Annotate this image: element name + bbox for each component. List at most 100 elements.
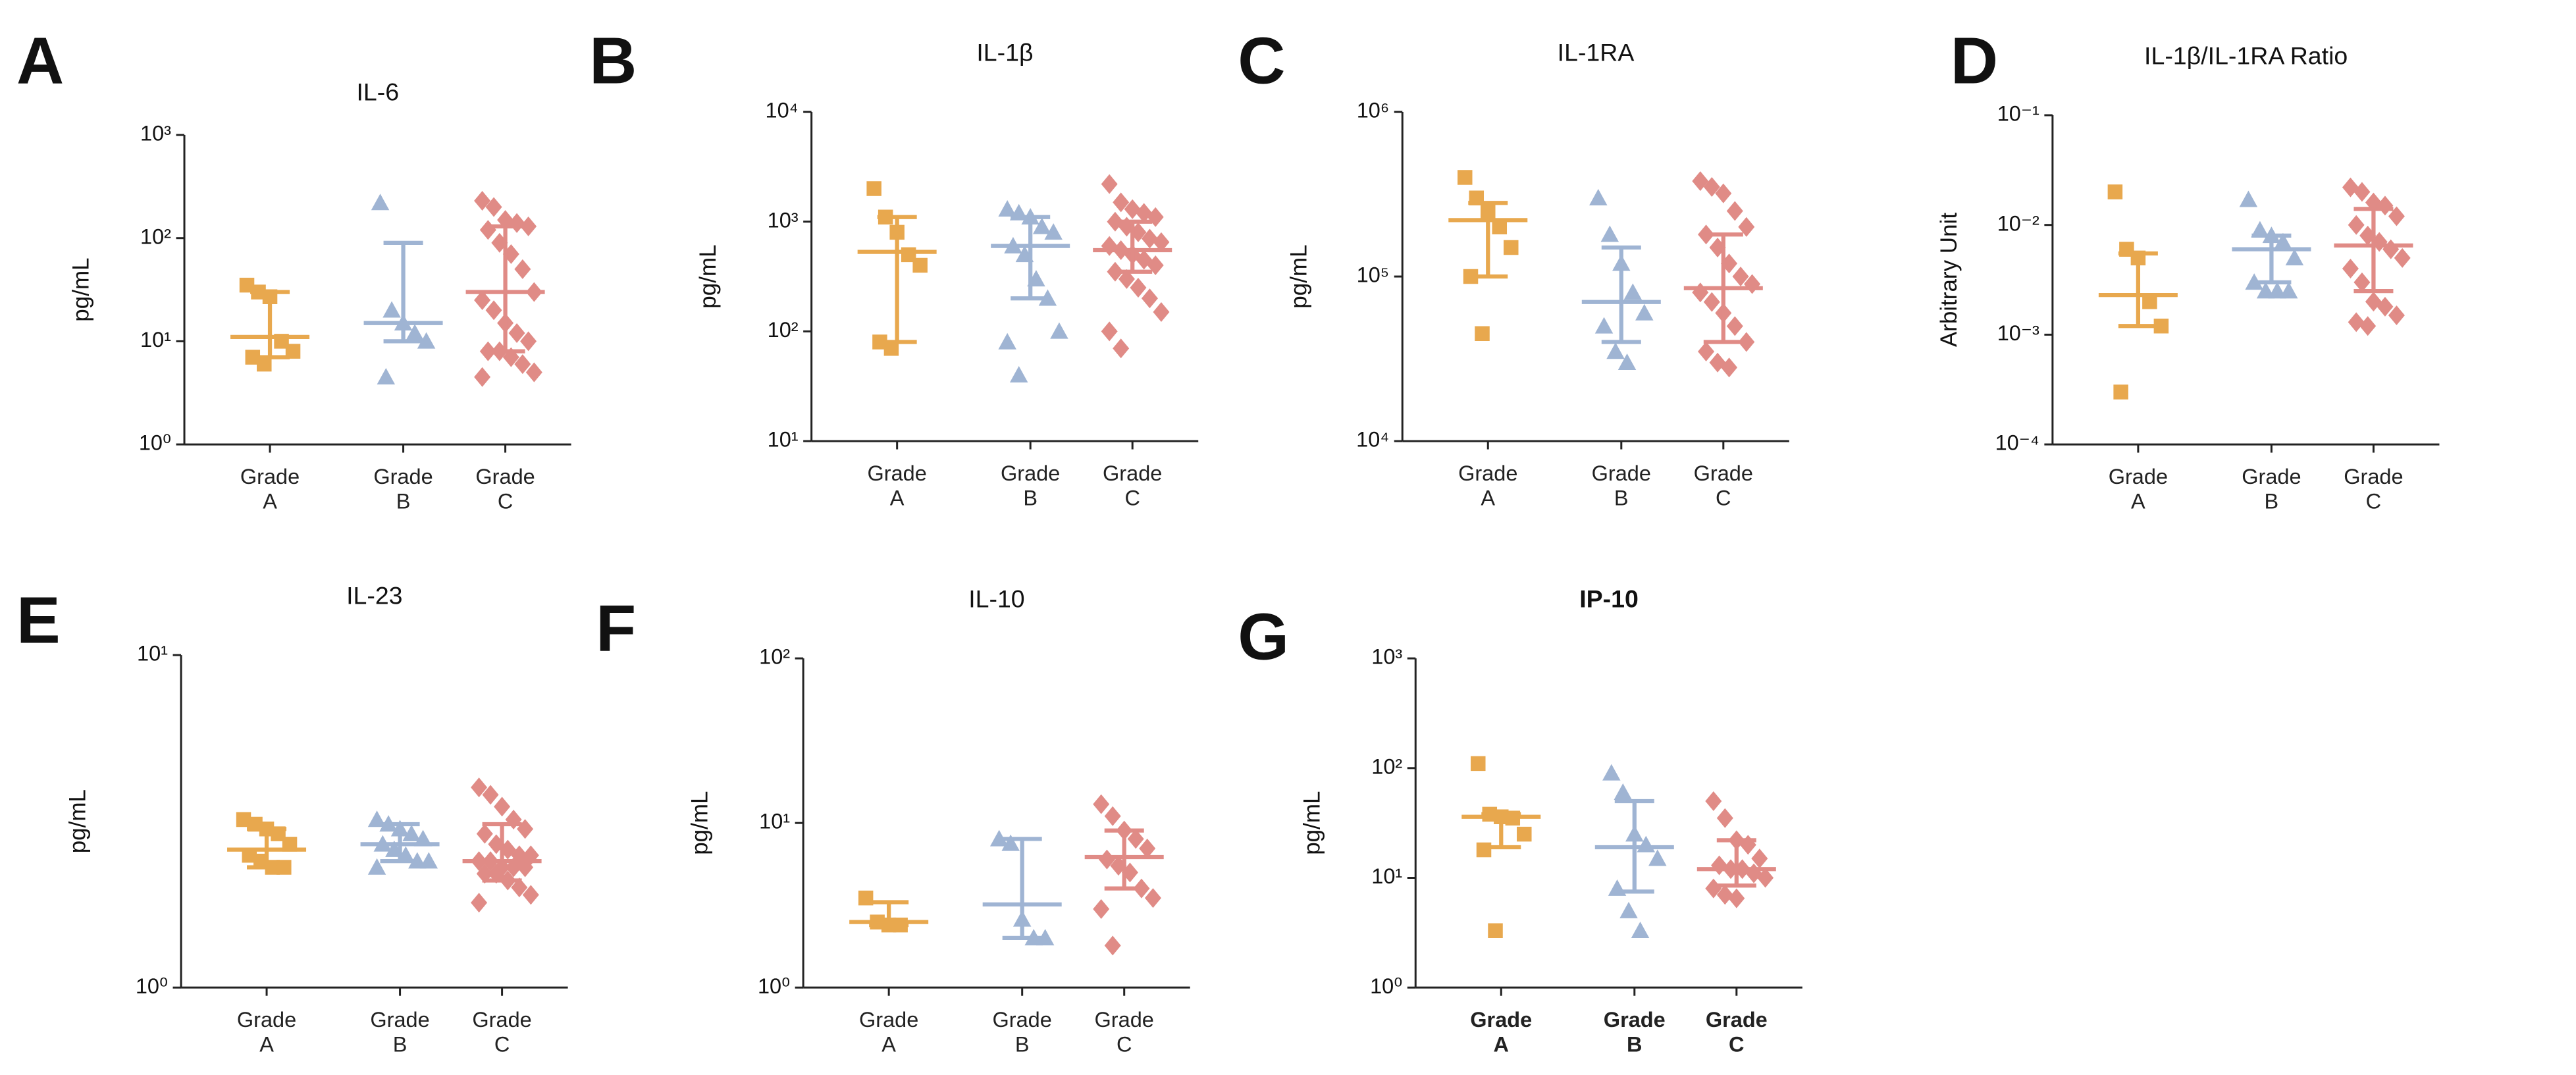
data-point <box>866 181 881 196</box>
y-tick-label: 10⁰ <box>136 974 168 998</box>
data-point <box>482 785 499 805</box>
data-point <box>1009 365 1028 382</box>
data-point <box>520 331 537 352</box>
panel-title: IL-10 <box>968 585 1024 613</box>
x-tick-label: Grade C <box>2344 464 2404 514</box>
data-point <box>1036 929 1055 946</box>
data-point <box>2348 312 2365 332</box>
data-point <box>1619 901 1638 918</box>
panel-label: E <box>16 584 61 658</box>
panel-label: F <box>596 592 636 666</box>
data-point <box>474 367 491 387</box>
x-tick-label: Grade A <box>858 1007 919 1057</box>
y-tick-label: 10² <box>1371 754 1402 778</box>
y-tick-label: 10⁰ <box>1370 974 1402 998</box>
data-point <box>1153 302 1170 323</box>
data-point <box>1101 321 1118 342</box>
data-point <box>1757 868 1774 888</box>
y-tick-label: 10³ <box>140 122 171 145</box>
panel-title: IP-10 <box>1579 585 1639 613</box>
y-tick-label: 10² <box>140 224 171 248</box>
data-point <box>998 199 1016 217</box>
y-tick-label: 10² <box>768 318 799 342</box>
data-point <box>1698 342 1715 362</box>
data-point <box>522 885 539 905</box>
y-axis-label: Arbitrary Unit <box>1936 213 1962 347</box>
data-point <box>1711 855 1728 876</box>
data-point <box>1104 806 1121 826</box>
data-point <box>1113 338 1130 359</box>
y-tick-label: 10⁵ <box>1357 263 1390 287</box>
y-tick-label: 10⁶ <box>1357 99 1390 122</box>
data-point <box>1602 764 1621 781</box>
panel-label: C <box>1238 24 1285 97</box>
data-point <box>1614 783 1633 800</box>
data-point <box>2268 282 2286 299</box>
data-point <box>1492 219 1508 235</box>
x-tick-label: Grade B <box>992 1007 1052 1057</box>
data-point <box>2279 282 2298 299</box>
data-point <box>474 290 491 311</box>
x-tick-label: Grade C <box>1094 1007 1154 1057</box>
data-point <box>471 893 488 913</box>
data-point <box>912 257 928 273</box>
data-point <box>1600 225 1619 242</box>
y-axis-label: pg/mL <box>1286 244 1311 308</box>
data-point <box>239 277 255 293</box>
panel-title: IL-1β/IL-1RA Ratio <box>2144 41 2348 69</box>
data-point <box>883 340 899 356</box>
data-point <box>1476 842 1492 858</box>
y-axis-label: pg/mL <box>695 244 721 308</box>
x-tick-label: Grade A <box>1458 461 1518 511</box>
y-tick-label: 10⁴ <box>766 99 799 122</box>
data-point <box>1093 794 1110 814</box>
data-point <box>1589 189 1608 206</box>
data-point <box>2256 282 2275 299</box>
y-tick-label: 10⁰ <box>758 974 790 998</box>
y-tick-label: 10³ <box>768 208 799 232</box>
data-point <box>257 356 272 372</box>
data-point <box>1475 326 1490 342</box>
data-point <box>1703 177 1720 197</box>
y-tick-label: 10⁴ <box>1356 428 1389 452</box>
data-point <box>998 332 1016 350</box>
data-point <box>2353 272 2371 292</box>
data-point <box>1726 201 1743 221</box>
data-point <box>2348 215 2365 235</box>
x-tick-label: Grade A <box>867 461 927 511</box>
data-point <box>1606 342 1625 359</box>
data-point <box>2153 318 2169 334</box>
x-tick-label: Grade C <box>1103 461 1163 511</box>
x-tick-label: Grade B <box>1000 461 1061 511</box>
data-point <box>1635 303 1654 321</box>
data-point <box>2394 248 2411 268</box>
data-point <box>2239 190 2258 207</box>
data-point <box>2274 232 2292 249</box>
data-point <box>2388 305 2405 326</box>
data-point <box>2251 221 2269 238</box>
data-point <box>417 332 436 349</box>
x-tick-label: Grade A <box>2108 464 2169 514</box>
data-point <box>514 259 531 279</box>
data-point <box>2113 384 2128 400</box>
data-point <box>2342 177 2359 197</box>
data-point <box>520 216 537 236</box>
data-point <box>2342 259 2359 279</box>
y-tick-label: 10³ <box>1371 645 1402 669</box>
data-point <box>419 852 438 869</box>
y-tick-label: 10⁻² <box>1997 211 2039 235</box>
data-point <box>2359 316 2377 336</box>
y-tick-label: 10⁻³ <box>1997 321 2039 345</box>
panel-label: G <box>1238 600 1289 674</box>
data-point <box>476 824 493 844</box>
data-point <box>285 344 301 359</box>
data-point <box>1705 791 1722 811</box>
data-point <box>1101 174 1118 194</box>
x-tick-label: Grade A <box>236 1007 297 1057</box>
data-point <box>2142 294 2157 309</box>
data-point <box>1144 888 1161 908</box>
data-point <box>989 829 1009 847</box>
panel-title: IL-6 <box>357 78 400 105</box>
data-point <box>1044 223 1063 240</box>
